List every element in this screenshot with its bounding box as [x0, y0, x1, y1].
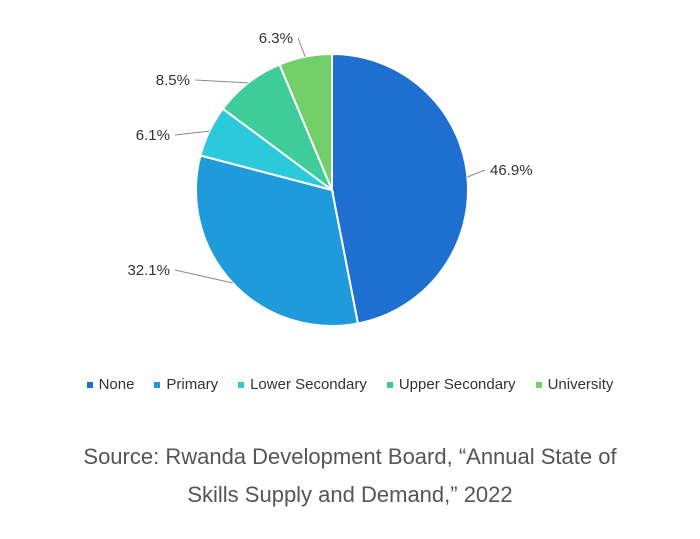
legend-swatch: [86, 381, 93, 388]
legend-label: None: [98, 376, 135, 393]
leader-line: [174, 130, 210, 136]
legend: None Primary Lower Secondary Upper Secondar…: [0, 376, 700, 393]
legend-label: University: [547, 376, 614, 393]
legend-item: Primary: [154, 376, 218, 393]
leader-line: [174, 269, 233, 284]
legend-swatch: [154, 381, 161, 388]
data-label: 6.3%: [259, 30, 293, 47]
leader-line: [194, 79, 249, 84]
legend-label: Primary: [166, 376, 219, 393]
pie-slice-university: [278, 52, 333, 191]
data-label: 32.1%: [127, 262, 170, 279]
source-caption: Source: Rwanda Development Board, “Annua…: [0, 438, 700, 514]
legend-swatch: [386, 381, 393, 388]
legend-label: Lower Secondary: [250, 376, 367, 393]
leader-line: [467, 169, 486, 178]
data-label: 6.1%: [136, 127, 170, 144]
data-label: 8.5%: [156, 72, 190, 89]
source-line-1: Source: Rwanda Development Board, “Annua…: [83, 444, 617, 469]
legend-item: University: [535, 376, 614, 393]
legend-item: Lower Secondary: [238, 376, 367, 393]
chart-panel: 46.9% 32.1% 6.1% 8.5% 6.3% None Primary Lower …: [0, 30, 700, 393]
legend-item: Upper Secondary: [386, 376, 516, 393]
leader-line: [297, 37, 306, 57]
source-line-2: Skills Supply and Demand,” 2022: [187, 482, 513, 507]
legend-label: Upper Secondary: [398, 376, 516, 393]
data-label: 46.9%: [490, 162, 533, 179]
pie-slice-none: [331, 52, 469, 325]
legend-swatch: [535, 381, 542, 388]
pie-slice-primary: [195, 154, 360, 327]
legend-swatch: [238, 381, 245, 388]
pie-chart: 46.9% 32.1% 6.1% 8.5% 6.3%: [127, 30, 533, 327]
legend-item: None: [86, 376, 135, 393]
